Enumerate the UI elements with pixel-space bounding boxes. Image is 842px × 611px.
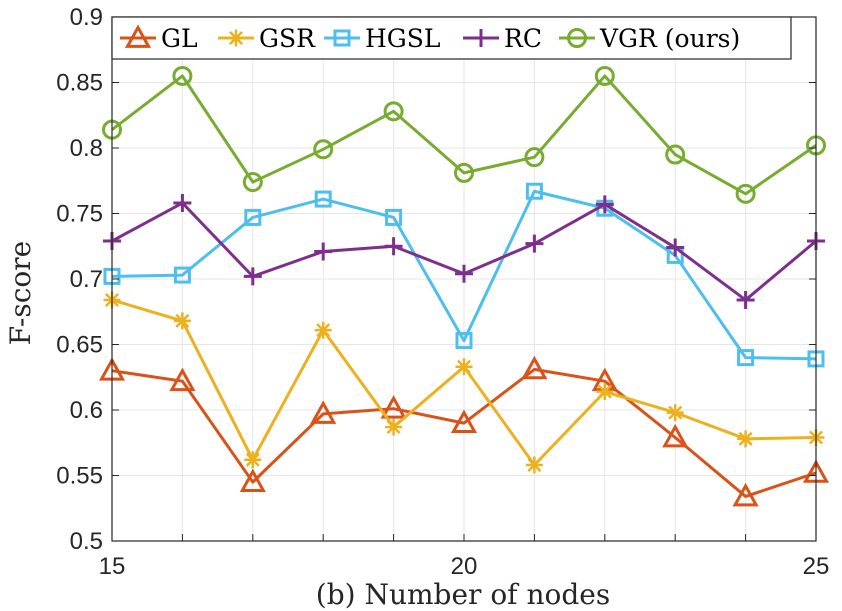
- series-rc: [103, 194, 825, 309]
- legend-entry: GSR: [218, 24, 316, 53]
- legend-label: RC: [504, 24, 542, 53]
- data-point: [242, 172, 263, 193]
- legend-label: GL: [161, 24, 198, 53]
- legend-label: VGR (ours): [599, 24, 740, 53]
- legend-marker: [124, 24, 152, 48]
- data-point: [662, 423, 689, 448]
- data-point: [454, 162, 474, 183]
- data-point: [521, 355, 548, 380]
- legend-entry: RC: [463, 24, 542, 53]
- series-line: [111, 367, 817, 498]
- data-point: [385, 418, 403, 436]
- x-tick-label: 20: [451, 553, 478, 580]
- x-tick-label: 25: [803, 553, 830, 580]
- data-point: [383, 101, 404, 122]
- y-tick-label: 0.6: [70, 397, 103, 424]
- data-point: [525, 456, 543, 474]
- data-point: [737, 430, 755, 448]
- legend-label: HGSL: [365, 24, 441, 53]
- legend-label: GSR: [259, 24, 316, 53]
- y-tick-label: 0.55: [56, 463, 103, 490]
- y-tick-label: 0.8: [70, 135, 103, 162]
- data-point: [732, 482, 759, 507]
- data-point: [244, 208, 262, 226]
- data-point: [594, 65, 615, 86]
- legend-box: [111, 16, 792, 60]
- y-tick-label: 0.65: [56, 332, 103, 359]
- legend: GL GSR HGSL RC VGR (ours): [111, 16, 792, 60]
- y-tick-label: 0.9: [70, 4, 103, 31]
- data-point: [737, 349, 755, 367]
- tick-labels: 0.5 0.55 0.6 0.65 0.7 0.75 0.8 0.85 0.9 15 20 25: [56, 4, 829, 580]
- data-point: [314, 242, 333, 261]
- data-point: [736, 290, 755, 309]
- data-point: [173, 266, 191, 284]
- data-point: [173, 312, 191, 330]
- legend-marker: [333, 29, 351, 47]
- data-point: [455, 264, 473, 283]
- data-point: [525, 182, 543, 200]
- y-tick-label: 0.85: [56, 70, 103, 97]
- data-point: [239, 468, 266, 492]
- data-point: [172, 65, 193, 86]
- data-point: [665, 144, 686, 165]
- data-point: [666, 404, 684, 422]
- data-point: [310, 400, 337, 424]
- data-point: [169, 367, 196, 392]
- legend-marker: [227, 29, 245, 47]
- data-point: [173, 194, 192, 213]
- data-point: [314, 321, 332, 339]
- y-tick-label: 0.75: [56, 201, 103, 228]
- y-axis-label: F-score: [4, 241, 37, 346]
- data-point: [455, 332, 473, 350]
- data-point: [735, 183, 756, 204]
- data-point: [525, 234, 544, 253]
- legend-entry: VGR (ours): [559, 24, 740, 53]
- data-point: [455, 358, 473, 376]
- data-point: [380, 395, 407, 419]
- y-tick-label: 0.5: [70, 528, 103, 555]
- x-axis-label: (b) Number of nodes: [316, 578, 610, 611]
- data-point: [450, 409, 478, 433]
- data-point: [313, 139, 334, 160]
- data-point: [596, 383, 614, 401]
- data-point: [314, 190, 332, 208]
- data-point: [243, 267, 262, 286]
- x-tick-label: 15: [99, 553, 126, 580]
- data-point: [595, 195, 614, 214]
- data-point: [666, 238, 685, 257]
- data-point: [524, 147, 545, 168]
- series-line: [111, 189, 817, 361]
- legend-entry: HGSL: [324, 24, 441, 53]
- series-line: [111, 74, 817, 196]
- data-point: [244, 451, 262, 469]
- data-point: [385, 208, 403, 226]
- legend-entry: GL: [120, 24, 198, 53]
- legend-marker: [567, 28, 587, 48]
- legend-marker: [472, 29, 490, 47]
- y-tick-label: 0.7: [70, 266, 103, 293]
- data-point: [384, 237, 403, 256]
